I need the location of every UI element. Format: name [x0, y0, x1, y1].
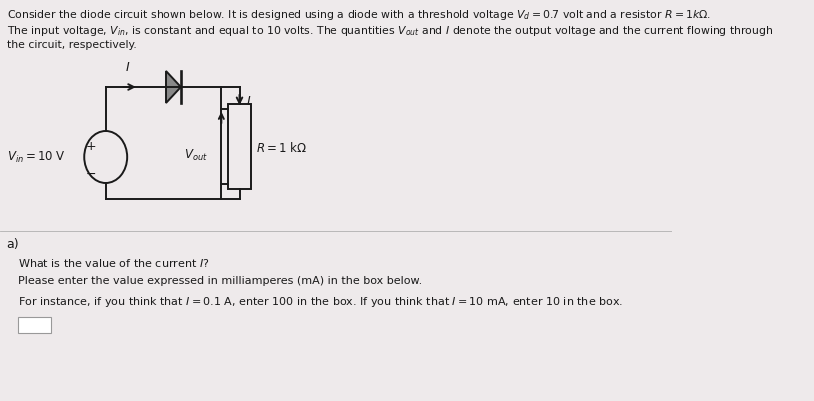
Text: Consider the diode circuit shown below. It is designed using a diode with a thre: Consider the diode circuit shown below. …: [7, 8, 711, 22]
Text: What is the value of the current $I$?: What is the value of the current $I$?: [18, 256, 210, 268]
Text: Please enter the value expressed in milliamperes (mA) in the box below.: Please enter the value expressed in mill…: [18, 275, 422, 285]
Text: $I$: $I$: [125, 61, 131, 74]
Text: a): a): [7, 237, 20, 250]
Text: the circuit, respectively.: the circuit, respectively.: [7, 40, 137, 50]
Bar: [18, 317, 51, 333]
Text: −: −: [86, 168, 96, 180]
Text: $V_{in} = 10$ V: $V_{in} = 10$ V: [7, 150, 66, 165]
Text: $V_{out}$: $V_{out}$: [184, 148, 208, 163]
Polygon shape: [166, 72, 181, 104]
Text: The input voltage, $V_{in}$, is constant and equal to 10 volts. The quantities $: The input voltage, $V_{in}$, is constant…: [7, 24, 773, 38]
Bar: [228, 105, 251, 190]
Text: For instance, if you think that $I = 0.1$ A, enter 100 in the box. If you think : For instance, if you think that $I = 0.1…: [18, 294, 624, 308]
Text: +: +: [86, 140, 97, 153]
Text: $R = 1$ k$\Omega$: $R = 1$ k$\Omega$: [256, 141, 307, 155]
Text: $I$: $I$: [246, 95, 252, 108]
